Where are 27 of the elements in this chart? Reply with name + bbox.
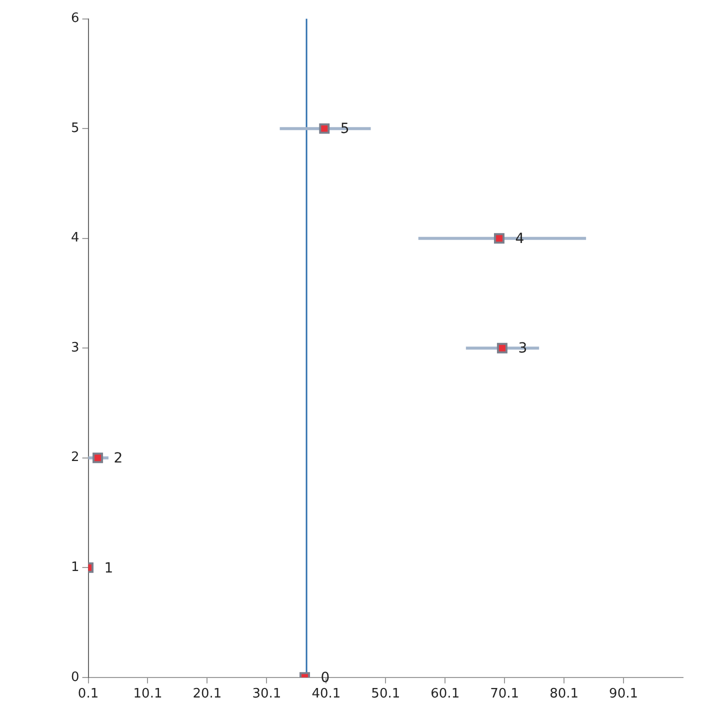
y-tick-label: 6 <box>70 11 80 26</box>
data-label: 5 <box>340 121 350 138</box>
y-tick-label: 4 <box>70 230 80 246</box>
data-label: 2 <box>114 450 123 467</box>
y-tick-label: 3 <box>70 340 80 356</box>
point <box>496 342 508 354</box>
y-tick-label: 0 <box>70 670 80 685</box>
x-tick-label: 20.1 <box>192 686 222 702</box>
x-tick-label: 30.1 <box>252 686 282 702</box>
data-label: 0 <box>320 670 330 686</box>
x-tick-label: 60.1 <box>430 686 460 702</box>
x-tick-label: 90.1 <box>609 686 638 702</box>
x-tick-label: 40.1 <box>312 686 341 702</box>
data-label: 1 <box>104 560 114 576</box>
x-tick-label: 0.1 <box>78 686 99 702</box>
y-tick-label: 5 <box>70 120 80 136</box>
point <box>92 452 104 464</box>
point <box>494 233 504 244</box>
x-tick-label: 50.1 <box>371 686 400 702</box>
point <box>319 123 330 134</box>
x-tick-label: 10.1 <box>133 686 162 702</box>
x-tick-label: 80.1 <box>550 686 579 702</box>
data-label: 4 <box>515 230 524 247</box>
y-tick-label: 1 <box>70 560 80 576</box>
data-label: 3 <box>518 340 528 357</box>
x-tick-label: 70.1 <box>490 686 520 702</box>
y-tick-label: 2 <box>70 450 80 466</box>
